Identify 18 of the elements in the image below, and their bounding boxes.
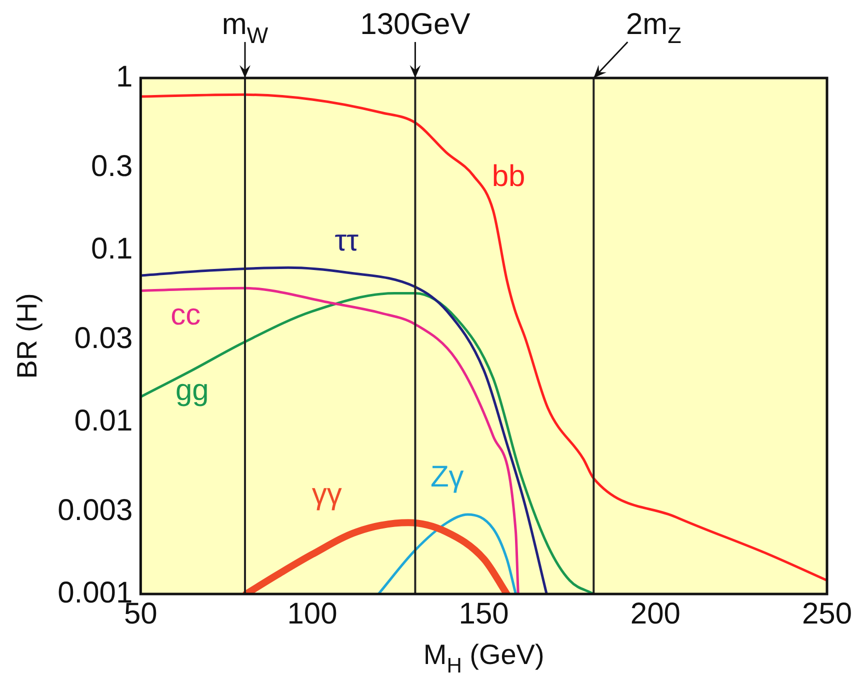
y-tick-label: 0.003	[58, 494, 133, 528]
y-tick-label: 0.3	[90, 150, 133, 184]
y-tick-label: 0.01	[74, 404, 133, 438]
y-tick-label: 1	[116, 60, 133, 94]
x-tick-label: 150	[458, 597, 509, 630]
series-label: gg	[175, 374, 209, 408]
series-label: cc	[170, 298, 201, 332]
x-tick-label: 100	[287, 597, 338, 630]
series-label: ττ	[334, 224, 359, 258]
series-label: Zγ	[430, 460, 464, 494]
x-tick-label: 250	[802, 597, 852, 630]
y-tick-label: 0.1	[90, 232, 133, 266]
ref-line-label: 130GeV	[360, 8, 470, 41]
y-axis-title: BR (H)	[12, 293, 43, 379]
x-tick-label: 200	[630, 597, 680, 630]
series-label: γγ	[312, 478, 342, 511]
y-tick-label: 0.03	[74, 322, 133, 356]
series-label: bb	[492, 160, 526, 193]
